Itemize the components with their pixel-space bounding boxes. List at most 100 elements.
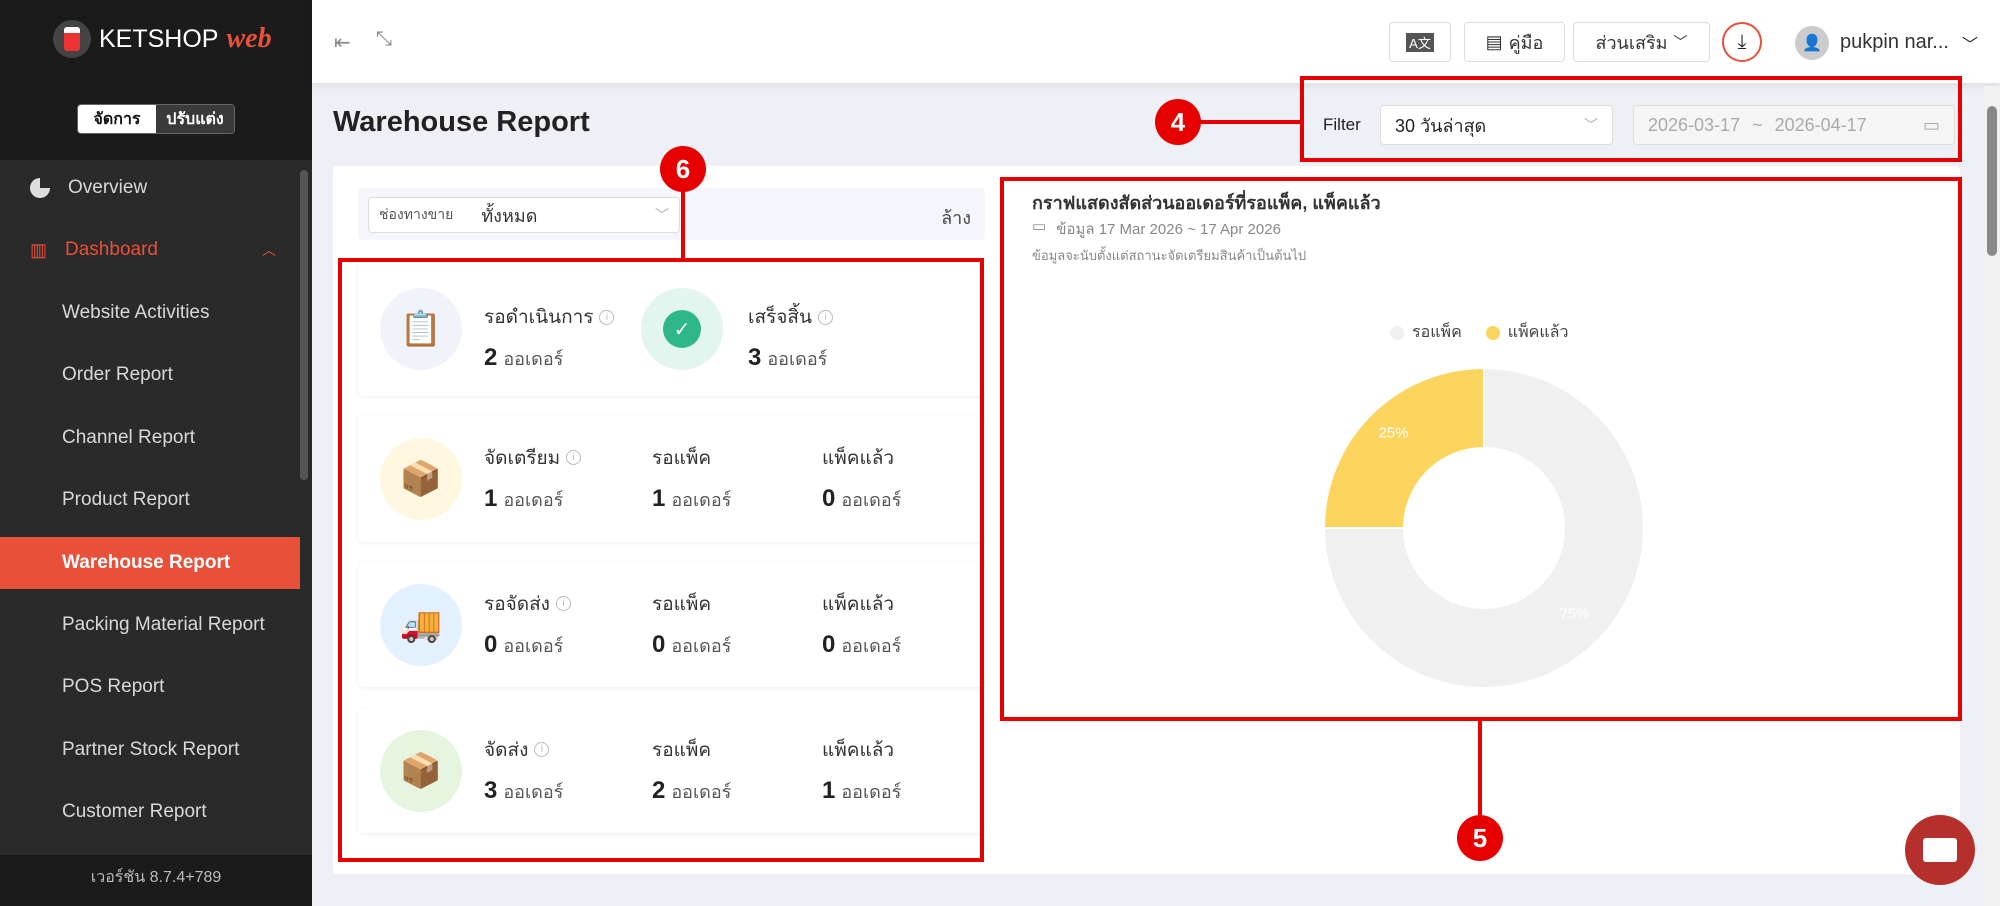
sidebar-item-pos-report[interactable]: POS Report [62, 676, 165, 697]
donut-slice[interactable] [1322, 366, 1485, 529]
sidebar-item-label: Overview [68, 177, 148, 198]
info-icon[interactable]: i [599, 309, 615, 325]
sidebar-item-warehouse-report[interactable]: Warehouse Report [0, 537, 300, 589]
manage-tab[interactable]: จัดการ [78, 105, 156, 133]
manual-label: คู่มือ [1508, 32, 1544, 53]
status-card: 🚚 รอจัดส่ง i 0 ออเดอร์ รอแพ็ค 0 ออเดอร์ แพ็คแล้ว… [358, 562, 985, 687]
language-button[interactable]: A文 [1389, 22, 1451, 62]
annotation-box-4 [1300, 76, 1962, 162]
page-scrollbar[interactable] [1984, 86, 2000, 906]
annotation-box-6 [338, 258, 984, 862]
customize-tab[interactable]: ปรับแต่ง [156, 105, 234, 133]
status-card-overall: 📋 รอดำเนินการ i 2 ออเดอร์ ✓ เสร็จสิ้น i 3 ออเด… [358, 262, 985, 396]
channel-filter-bar: ช่องทางขาย ทั้งหมด ﹀ ล้าง [358, 188, 985, 240]
scrollbar-thumb[interactable] [1987, 106, 1997, 256]
page-title: Warehouse Report [333, 106, 590, 138]
stat-label: แพ็คแล้ว [822, 447, 895, 469]
period-select[interactable]: 30 วันล่าสุด ﹀ [1380, 105, 1613, 145]
unit-label: ออเดอร์ [671, 635, 732, 656]
ketchup-logo-icon [53, 20, 91, 58]
annotation-badge-4: 4 [1155, 99, 1201, 145]
bar-chart-icon: ▥ [30, 239, 48, 260]
info-icon[interactable]: i [566, 450, 582, 465]
version-text: เวอร์ชัน 8.7.4+789 [90, 869, 222, 886]
logo[interactable]: KETSHOP web [53, 20, 272, 58]
chart-legend: รอแพ็ค แพ็คแล้ว [1390, 320, 1568, 345]
calendar-icon: ▭ [1922, 114, 1940, 135]
stat-label: จัดส่ง [484, 739, 529, 761]
chevron-up-icon: ︿ [262, 242, 276, 258]
annotation-box-5 [1000, 177, 1962, 721]
donut-chart: 75% 25% [1322, 366, 1645, 689]
chat-button[interactable] [1905, 815, 1975, 885]
unit-label: ออเดอร์ [767, 349, 828, 369]
sidebar-item-website-activities[interactable]: Website Activities [62, 302, 210, 323]
donut-slice[interactable] [1322, 366, 1645, 689]
stat-label: รอแพ็ค [652, 593, 712, 615]
unit-label: ออเดอร์ [503, 635, 564, 656]
stat-value: 1 [484, 484, 498, 512]
collapse-menu-icon[interactable]: ⇤ [334, 32, 351, 54]
user-name[interactable]: pukpin nar... [1840, 31, 1949, 53]
annotation-line [681, 190, 685, 258]
date-separator: ~ [1752, 114, 1763, 135]
stat-label: จัดเตรียม [484, 447, 561, 469]
avatar[interactable]: 👤 [1795, 26, 1829, 60]
info-icon[interactable]: i [818, 309, 834, 325]
stat-value: 0 [822, 484, 836, 512]
fullscreen-icon[interactable]: ⤡ [376, 28, 392, 50]
channel-value: ทั้งหมด [481, 205, 538, 226]
unit-label: ออเดอร์ [841, 489, 902, 510]
translate-icon: A文 [1406, 32, 1434, 52]
sidebar-item-partner-stock-report[interactable]: Partner Stock Report [62, 739, 240, 760]
unit-label: ออเดอร์ [503, 349, 564, 369]
user-chevron-down-icon[interactable]: ﹀ [1962, 37, 1979, 54]
date-range-input[interactable]: 2026-03-17 ~2026-04-17 ▭ [1633, 105, 1955, 145]
status-card: 📦 จัดเตรียม i 1 ออเดอร์ รอแพ็ค 1 ออเดอร์ แพ็คแล้… [358, 415, 985, 542]
date-to: 2026-04-17 [1774, 114, 1867, 135]
manual-button[interactable]: ▤ คู่มือ [1464, 22, 1565, 62]
slice-label: 25% [1378, 424, 1408, 441]
unit-label: ออเดอร์ [841, 635, 902, 656]
date-from: 2026-03-17 [1648, 114, 1741, 135]
chat-icon [1923, 838, 1957, 862]
info-icon[interactable]: i [555, 596, 571, 611]
slice-label: 75% [1559, 606, 1589, 623]
addons-dropdown[interactable]: ส่วนเสริม ﹀ [1573, 22, 1710, 62]
info-icon[interactable]: i [534, 742, 550, 757]
logo-text: KETSHOP [99, 24, 219, 53]
channel-select[interactable]: ช่องทางขาย ทั้งหมด ﹀ [368, 197, 680, 233]
download-icon[interactable]: ⤓ [1722, 22, 1762, 62]
chart-title: กราฟแสดงสัดส่วนออเดอร์ที่รอแพ็ค, แพ็คแล้… [1032, 193, 1381, 213]
check-circle-icon: ✓ [641, 288, 723, 370]
stat-label: รอดำเนินการ [484, 307, 594, 328]
legend-item[interactable]: แพ็คแล้ว [1485, 320, 1568, 345]
sidebar-item-dashboard[interactable]: ▥ Dashboard ︿ [0, 219, 300, 281]
sidebar-scrollbar[interactable] [300, 170, 308, 480]
stat-value: 0 [652, 630, 666, 658]
sidebar-item-channel-report[interactable]: Channel Report [62, 427, 196, 448]
addons-label: ส่วนเสริม [1595, 32, 1668, 53]
stat-label: รอแพ็ค [652, 447, 712, 469]
sidebar-item-packing-material-report[interactable]: Packing Material Report [62, 614, 265, 635]
stat-label: รอจัดส่ง [484, 593, 550, 615]
mode-toggle: จัดการ ปรับแต่ง [77, 104, 235, 134]
sidebar-item-order-report[interactable]: Order Report [62, 364, 173, 385]
legend-label: รอแพ็ค [1412, 324, 1462, 341]
sidebar-item-customer-report[interactable]: Customer Report [62, 801, 207, 822]
logo-accent: web [226, 23, 272, 54]
stat-value: 2 [652, 776, 666, 804]
chevron-down-icon: ﹀ [1584, 117, 1598, 133]
stat-value: 0 [822, 630, 836, 658]
legend-swatch [1485, 325, 1500, 340]
status-card: 📦 จัดส่ง i 3 ออเดอร์ รอแพ็ค 2 ออเดอร์ แพ็คแล้ว 1 อ… [358, 708, 985, 833]
clear-button[interactable]: ล้าง [941, 208, 971, 228]
sidebar-item-overview[interactable]: Overview [0, 157, 300, 219]
sidebar-item-product-report[interactable]: Product Report [62, 489, 190, 510]
period-value: 30 วันล่าสุด [1395, 115, 1487, 136]
legend-item[interactable]: รอแพ็ค [1390, 320, 1462, 345]
stat-label: แพ็คแล้ว [822, 739, 895, 761]
stat-label: แพ็คแล้ว [822, 593, 895, 615]
unit-label: ออเดอร์ [841, 781, 902, 802]
box-leaf-icon: 📦 [380, 729, 462, 812]
